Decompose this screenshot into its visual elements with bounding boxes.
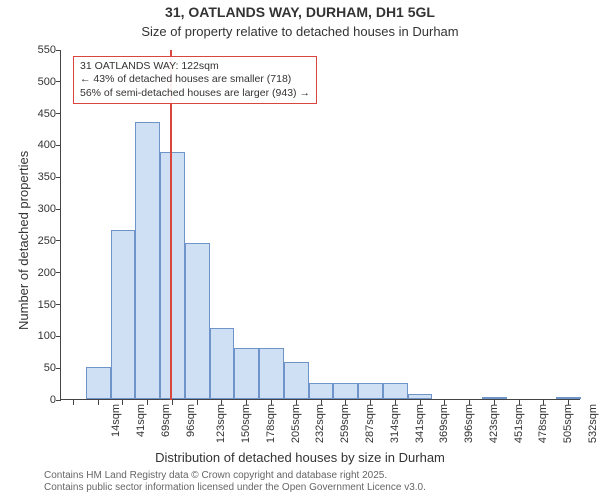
- chart-container: 31, OATLANDS WAY, DURHAM, DH1 5GL Size o…: [0, 0, 600, 500]
- xtick-label: 451sqm: [513, 404, 525, 443]
- xtick-label: 369sqm: [438, 404, 450, 443]
- xtick-label: 287sqm: [364, 404, 376, 443]
- histogram-bar: [210, 328, 235, 399]
- xtick-mark: [147, 400, 148, 405]
- xtick-mark: [197, 400, 198, 405]
- histogram-bar: [160, 152, 185, 399]
- xtick-label: 314sqm: [389, 404, 401, 443]
- xtick-label: 259sqm: [339, 404, 351, 443]
- ytick-label: 350: [38, 171, 56, 183]
- histogram-bar: [234, 348, 259, 399]
- ytick-label: 550: [38, 44, 56, 56]
- ytick-mark: [56, 50, 61, 51]
- xtick-mark: [221, 400, 222, 405]
- ytick-mark: [56, 304, 61, 305]
- ytick-mark: [56, 368, 61, 369]
- chart-title: 31, OATLANDS WAY, DURHAM, DH1 5GL: [0, 4, 600, 20]
- ytick-label: 250: [38, 235, 56, 247]
- annotation-line: ← 43% of detached houses are smaller (71…: [80, 73, 310, 86]
- xtick-label: 150sqm: [240, 404, 252, 443]
- ytick-label: 50: [44, 362, 56, 374]
- xtick-mark: [494, 400, 495, 405]
- ytick-label: 0: [50, 394, 56, 406]
- ytick-mark: [56, 272, 61, 273]
- xtick-label: 69sqm: [160, 404, 172, 437]
- xtick-label: 14sqm: [110, 404, 122, 437]
- attribution-text: Contains HM Land Registry data © Crown c…: [44, 470, 426, 493]
- ytick-mark: [56, 209, 61, 210]
- ytick-mark: [56, 177, 61, 178]
- ytick-mark: [56, 81, 61, 82]
- ytick-mark: [56, 240, 61, 241]
- xtick-label: 341sqm: [414, 404, 426, 443]
- xtick-mark: [444, 400, 445, 405]
- xtick-mark: [172, 400, 173, 405]
- xtick-mark: [420, 400, 421, 405]
- xtick-mark: [98, 400, 99, 405]
- chart-subtitle: Size of property relative to detached ho…: [0, 24, 600, 39]
- xtick-mark: [122, 400, 123, 405]
- xtick-label: 478sqm: [537, 404, 549, 443]
- xtick-label: 178sqm: [265, 404, 277, 443]
- x-axis-label: Distribution of detached houses by size …: [0, 450, 600, 465]
- xtick-mark: [543, 400, 544, 405]
- annotation-line: 31 OATLANDS WAY: 122sqm: [80, 60, 310, 73]
- histogram-bar: [358, 383, 383, 399]
- xtick-label: 232sqm: [315, 404, 327, 443]
- histogram-bar: [111, 230, 136, 399]
- ytick-label: 450: [38, 108, 56, 120]
- xtick-mark: [370, 400, 371, 405]
- y-axis-label: Number of detached properties: [16, 151, 31, 330]
- ytick-mark: [56, 336, 61, 337]
- histogram-bar: [135, 122, 160, 399]
- ytick-label: 500: [38, 76, 56, 88]
- xtick-label: 423sqm: [488, 404, 500, 443]
- xtick-label: 396sqm: [463, 404, 475, 443]
- xtick-label: 532sqm: [587, 404, 599, 443]
- histogram-bar: [408, 394, 433, 399]
- histogram-bar: [309, 383, 334, 399]
- ytick-mark: [56, 145, 61, 146]
- plot-area: 05010015020025030035040045050055014sqm41…: [60, 50, 580, 400]
- xtick-mark: [395, 400, 396, 405]
- xtick-label: 96sqm: [185, 404, 197, 437]
- histogram-bar: [86, 367, 111, 399]
- xtick-label: 205sqm: [290, 404, 302, 443]
- ytick-label: 300: [38, 203, 56, 215]
- ytick-label: 150: [38, 299, 56, 311]
- xtick-label: 41sqm: [135, 404, 147, 437]
- xtick-mark: [246, 400, 247, 405]
- annotation-box: 31 OATLANDS WAY: 122sqm← 43% of detached…: [73, 56, 317, 103]
- histogram-bar: [482, 397, 507, 399]
- xtick-mark: [469, 400, 470, 405]
- xtick-mark: [73, 400, 74, 405]
- ytick-mark: [56, 400, 61, 401]
- xtick-mark: [568, 400, 569, 405]
- xtick-label: 123sqm: [216, 404, 228, 443]
- histogram-bar: [259, 348, 284, 399]
- xtick-mark: [296, 400, 297, 405]
- histogram-bar: [333, 383, 358, 399]
- histogram-bar: [556, 397, 581, 399]
- xtick-mark: [321, 400, 322, 405]
- histogram-bar: [284, 362, 309, 399]
- xtick-mark: [271, 400, 272, 405]
- ytick-label: 200: [38, 267, 56, 279]
- xtick-label: 505sqm: [562, 404, 574, 443]
- histogram-bar: [383, 383, 408, 399]
- ytick-label: 400: [38, 139, 56, 151]
- xtick-mark: [345, 400, 346, 405]
- histogram-bar: [185, 243, 210, 399]
- ytick-mark: [56, 113, 61, 114]
- annotation-line: 56% of semi-detached houses are larger (…: [80, 87, 310, 100]
- xtick-mark: [519, 400, 520, 405]
- ytick-label: 100: [38, 330, 56, 342]
